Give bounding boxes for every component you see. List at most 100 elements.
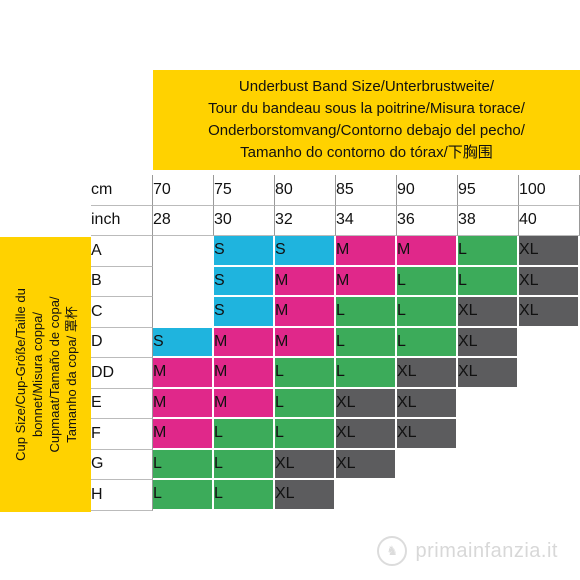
empty-cell <box>519 327 580 358</box>
cup-label: A <box>91 236 153 267</box>
size-cell: M <box>214 358 275 389</box>
size-cell: XL <box>458 358 519 389</box>
cm-value: 90 <box>397 175 458 206</box>
empty-cell <box>458 449 519 480</box>
size-cell: L <box>397 297 458 328</box>
cm-value: 100 <box>519 175 580 206</box>
cm-row: cm 70 75 80 85 90 95 100 <box>91 175 580 206</box>
cup-row: D S M M L L XL <box>91 327 580 358</box>
empty-cell <box>397 449 458 480</box>
size-cell: M <box>153 358 214 389</box>
size-cell: XL <box>519 266 580 297</box>
cup-row: B S M M L L XL <box>91 266 580 297</box>
watermark-text: primainfanzia.it <box>415 539 558 562</box>
inch-value: 32 <box>275 205 336 236</box>
size-cell: XL <box>458 297 519 328</box>
empty-cell <box>458 388 519 419</box>
size-cell: M <box>214 388 275 419</box>
size-cell: XL <box>458 327 519 358</box>
size-cell: L <box>336 358 397 389</box>
size-cell: S <box>214 236 275 267</box>
size-cell: M <box>275 297 336 328</box>
size-cell: S <box>214 266 275 297</box>
size-cell: XL <box>275 480 336 511</box>
header-line-2: Tour du bandeau sous la poitrine/Misura … <box>208 100 525 117</box>
rocking-horse-icon: ♞ <box>377 536 408 566</box>
size-cell: XL <box>336 449 397 480</box>
cup-row: F M L L XL XL <box>91 419 580 450</box>
cup-label: B <box>91 266 153 297</box>
size-cell: L <box>275 419 336 450</box>
empty-cell <box>153 266 214 297</box>
cm-value: 70 <box>153 175 214 206</box>
size-cell: M <box>275 327 336 358</box>
header-line-1: Underbust Band Size/Unterbrustweite/ <box>238 78 495 95</box>
cup-rows: A S S M M L XL B S M M L L XL C S M L L XL XL D S M M L L XL DD M M L L X… <box>91 236 580 511</box>
empty-cell <box>458 419 519 450</box>
cup-size-sidebar: Cup Size/Cup-Größe/Taille du bonnet/Misu… <box>0 237 91 512</box>
size-cell: S <box>153 327 214 358</box>
empty-cell <box>153 297 214 328</box>
empty-cell <box>519 419 580 450</box>
inch-label: inch <box>91 205 153 236</box>
size-cell: S <box>275 236 336 267</box>
header-line-4: Tamanho do contorno do tórax/下胸围 <box>240 144 493 161</box>
empty-cell <box>519 480 580 511</box>
size-cell: XL <box>275 449 336 480</box>
cup-row: A S S M M L XL <box>91 236 580 267</box>
watermark: ♞ primainfanzia.it <box>377 536 558 566</box>
size-cell: M <box>153 388 214 419</box>
size-cell: L <box>458 266 519 297</box>
empty-cell <box>336 480 397 511</box>
cup-label: C <box>91 297 153 328</box>
size-cell: L <box>397 327 458 358</box>
cup-row: G L L XL XL <box>91 449 580 480</box>
cup-label: H <box>91 480 153 511</box>
inch-value: 34 <box>336 205 397 236</box>
size-cell: M <box>214 327 275 358</box>
size-cell: M <box>397 236 458 267</box>
size-cell: L <box>153 480 214 511</box>
cm-value: 75 <box>214 175 275 206</box>
size-chart-table: cm 70 75 80 85 90 95 100 inch 28 30 32 3… <box>91 175 580 511</box>
empty-cell <box>397 480 458 511</box>
size-cell: L <box>214 419 275 450</box>
cup-row: E M M L XL XL <box>91 388 580 419</box>
cm-value: 85 <box>336 175 397 206</box>
cup-label: G <box>91 449 153 480</box>
size-cell: XL <box>397 358 458 389</box>
cup-label: F <box>91 419 153 450</box>
cup-row: C S M L L XL XL <box>91 297 580 328</box>
cup-label: E <box>91 388 153 419</box>
side-line-4: Tamanho da copa/ 罩杯 <box>63 306 79 443</box>
size-cell: M <box>153 419 214 450</box>
inch-value: 30 <box>214 205 275 236</box>
size-cell: L <box>275 358 336 389</box>
cm-value: 95 <box>458 175 519 206</box>
size-cell: M <box>275 266 336 297</box>
empty-cell <box>519 358 580 389</box>
inch-row: inch 28 30 32 34 36 38 40 <box>91 205 580 236</box>
side-line-3: Cupmaat/Tamaño de copa/ <box>46 296 62 453</box>
side-line-2: bonnet/Misura coppa/ <box>29 311 45 438</box>
size-cell: M <box>336 266 397 297</box>
size-cell: XL <box>519 236 580 267</box>
empty-cell <box>153 236 214 267</box>
inch-value: 28 <box>153 205 214 236</box>
size-cell: XL <box>397 419 458 450</box>
inch-value: 40 <box>519 205 580 236</box>
empty-cell <box>458 480 519 511</box>
size-cell: L <box>458 236 519 267</box>
size-cell: L <box>214 480 275 511</box>
cup-label: DD <box>91 358 153 389</box>
size-cell: XL <box>336 419 397 450</box>
header-line-3: Onderborstomvang/Contorno debajo del pec… <box>208 122 525 139</box>
size-cell: XL <box>336 388 397 419</box>
size-cell: L <box>397 266 458 297</box>
inch-value: 38 <box>458 205 519 236</box>
size-cell: L <box>336 327 397 358</box>
cm-value: 80 <box>275 175 336 206</box>
empty-cell <box>519 388 580 419</box>
size-cell: L <box>153 449 214 480</box>
size-cell: L <box>336 297 397 328</box>
